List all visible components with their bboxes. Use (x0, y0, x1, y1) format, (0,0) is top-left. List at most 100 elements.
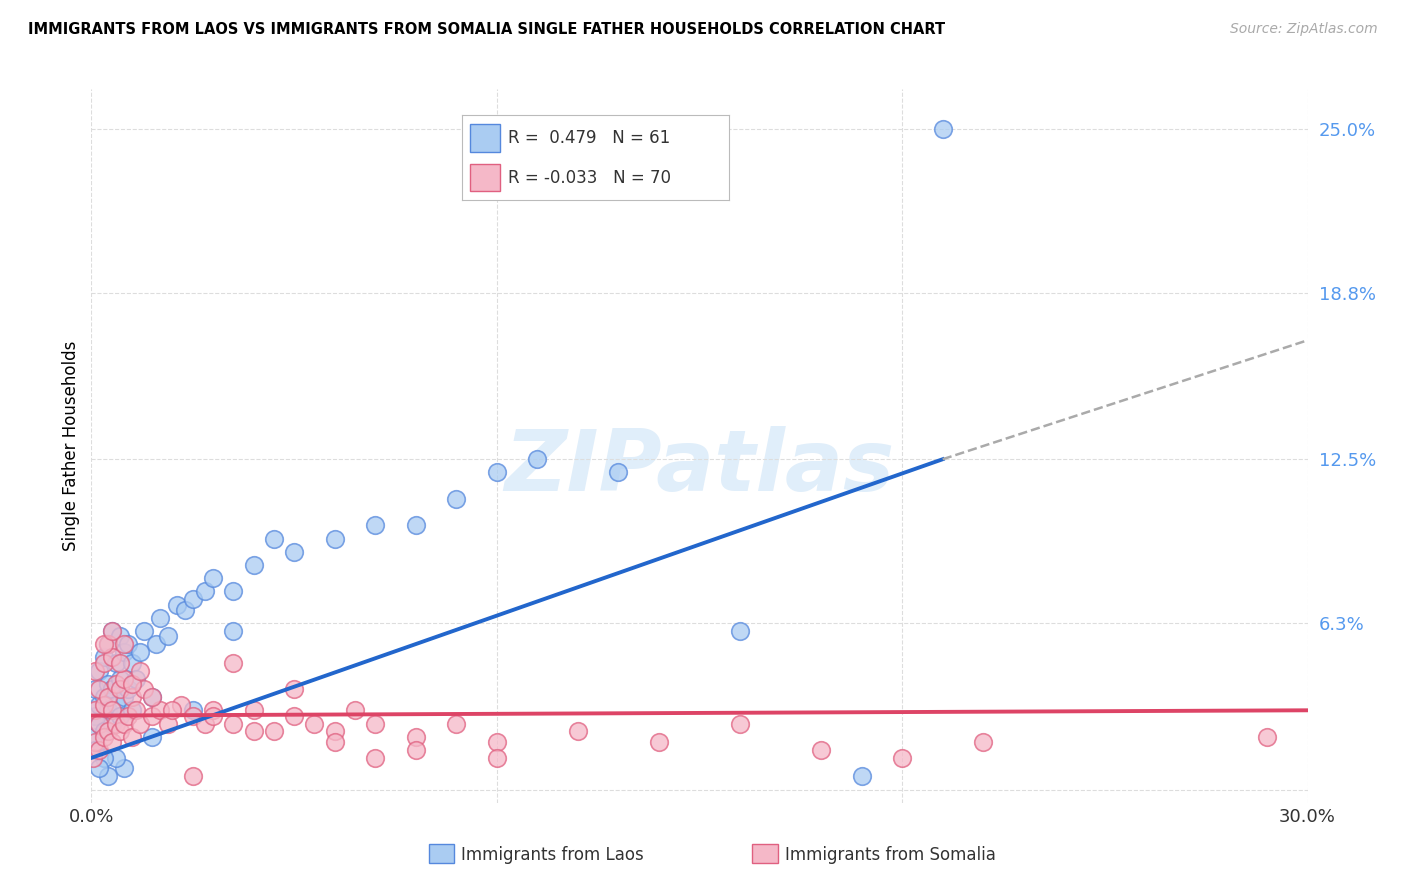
Point (242, 703, 264, 717)
Text: R = -0.033   N = 70: R = -0.033 N = 70 (508, 169, 671, 186)
Point (242, 724, 264, 739)
Point (141, 690, 163, 704)
Point (145, 637, 167, 651)
Point (82, 730, 104, 744)
Point (283, 708, 305, 723)
Point (104, 751, 127, 765)
Point (607, 466, 630, 480)
Point (104, 698, 127, 712)
Point (117, 637, 139, 651)
Point (283, 545, 305, 559)
Point (84, 735, 107, 749)
Point (157, 629, 180, 643)
Point (121, 690, 143, 704)
Point (93, 698, 115, 712)
Point (93, 730, 115, 744)
Point (97, 677, 120, 691)
Point (222, 624, 245, 638)
Point (181, 708, 204, 723)
Point (108, 708, 131, 723)
Point (263, 724, 285, 739)
Point (526, 452, 548, 467)
Point (323, 724, 346, 739)
Point (89, 698, 111, 712)
Point (97, 690, 120, 704)
Point (108, 724, 131, 739)
Point (129, 664, 152, 678)
Y-axis label: Single Father Households: Single Father Households (62, 341, 80, 551)
Point (1256, 730, 1278, 744)
Point (149, 703, 172, 717)
Point (405, 730, 427, 744)
Point (405, 518, 427, 533)
Point (222, 584, 245, 599)
Point (931, 121, 953, 136)
Point (100, 703, 122, 717)
Point (121, 656, 143, 670)
Point (117, 708, 139, 723)
Point (444, 491, 467, 506)
Point (132, 682, 155, 697)
Point (97, 724, 120, 739)
Point (157, 716, 180, 731)
Bar (471, 124, 499, 152)
Point (108, 672, 131, 686)
Point (82, 751, 104, 765)
Point (141, 708, 163, 723)
Point (181, 703, 204, 717)
Point (194, 716, 217, 731)
Point (263, 532, 285, 546)
Point (323, 735, 346, 749)
Point (84, 708, 107, 723)
Point (112, 637, 135, 651)
Point (93, 724, 115, 739)
Text: IMMIGRANTS FROM LAOS VS IMMIGRANTS FROM SOMALIA SINGLE FATHER HOUSEHOLDS CORRELA: IMMIGRANTS FROM LAOS VS IMMIGRANTS FROM … (28, 22, 945, 37)
Point (202, 571, 225, 585)
Point (129, 716, 152, 731)
Point (194, 584, 217, 599)
Point (104, 716, 127, 731)
Point (108, 682, 131, 697)
Point (364, 518, 387, 533)
Point (323, 532, 346, 546)
Point (169, 698, 191, 712)
Point (149, 611, 172, 625)
Point (112, 645, 135, 659)
Point (405, 743, 427, 757)
Point (84, 682, 107, 697)
Point (129, 645, 152, 659)
Point (117, 682, 139, 697)
Point (181, 769, 204, 783)
Point (485, 751, 508, 765)
Point (173, 603, 195, 617)
Point (125, 672, 148, 686)
Point (97, 637, 120, 651)
Point (222, 656, 245, 670)
Point (100, 624, 122, 638)
Point (343, 703, 366, 717)
Point (728, 716, 751, 731)
Point (89, 716, 111, 731)
Point (100, 624, 122, 638)
Point (89, 682, 111, 697)
Text: R =  0.479   N = 61: R = 0.479 N = 61 (508, 129, 671, 147)
Point (283, 682, 305, 697)
Point (242, 558, 264, 572)
Text: Immigrants from Somalia: Immigrants from Somalia (785, 846, 995, 863)
Point (485, 735, 508, 749)
Bar (471, 164, 499, 191)
Point (97, 703, 120, 717)
Point (97, 637, 120, 651)
Point (93, 650, 115, 665)
Point (304, 716, 326, 731)
Point (93, 751, 115, 765)
Point (112, 690, 135, 704)
Point (100, 650, 122, 665)
Point (89, 761, 111, 775)
Point (162, 703, 184, 717)
Point (93, 656, 115, 670)
Point (972, 735, 994, 749)
Point (121, 730, 143, 744)
Point (112, 672, 135, 686)
Point (728, 624, 751, 638)
